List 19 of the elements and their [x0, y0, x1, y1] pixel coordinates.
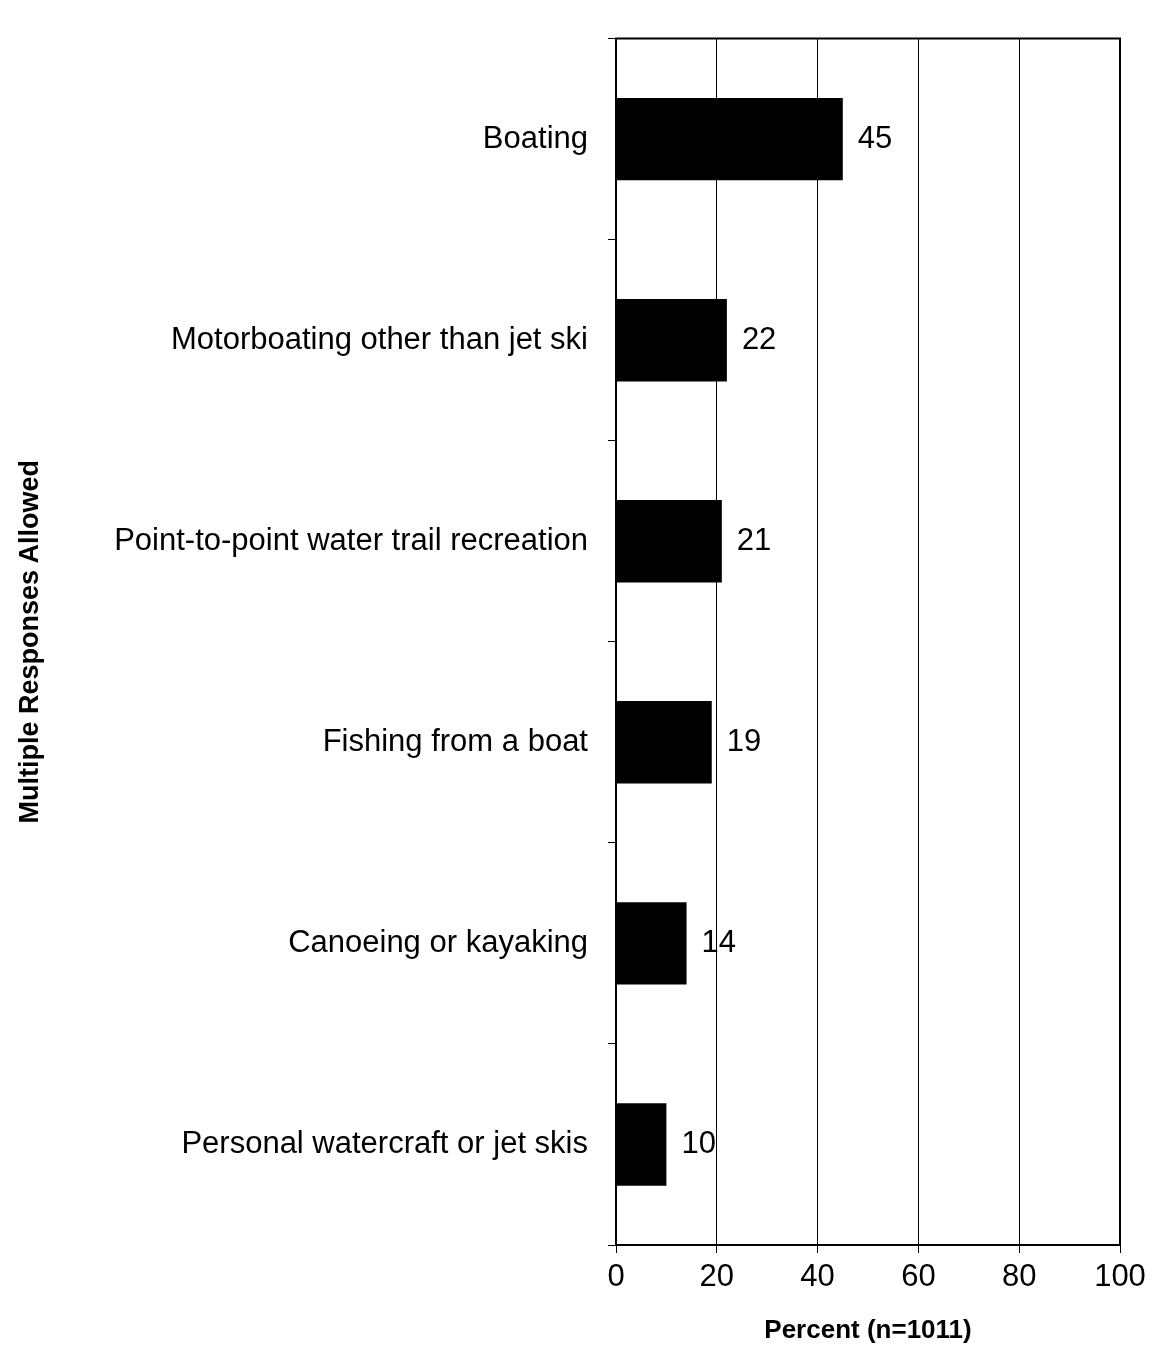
y-tick-label: Personal watercraft or jet skis [181, 1125, 588, 1161]
x-tick-label: 100 [1094, 1258, 1146, 1294]
x-tick-label: 0 [607, 1258, 625, 1294]
data-label: 10 [681, 1125, 716, 1161]
x-tick-label: 40 [800, 1258, 835, 1294]
y-tick-label: Canoeing or kayaking [288, 923, 588, 959]
y-tick-label: Point-to-point water trail recreation [114, 521, 588, 557]
y-tick-label: Motorboating other than jet ski [170, 320, 588, 356]
data-label: 45 [857, 119, 893, 155]
x-tick-label: 80 [1001, 1258, 1037, 1294]
y-axis-title: Multiple Responses Allowed [13, 460, 44, 824]
data-label: 22 [741, 320, 777, 356]
data-label: 21 [736, 521, 772, 557]
x-tick-label: 20 [699, 1258, 735, 1294]
data-label: 19 [726, 722, 762, 758]
y-tick-label: Boating [482, 119, 588, 155]
x-axis-title: Percent (n=1011) [764, 1313, 972, 1344]
y-tick-label: Fishing from a boat [322, 722, 589, 758]
x-tick-label: 60 [901, 1258, 936, 1294]
